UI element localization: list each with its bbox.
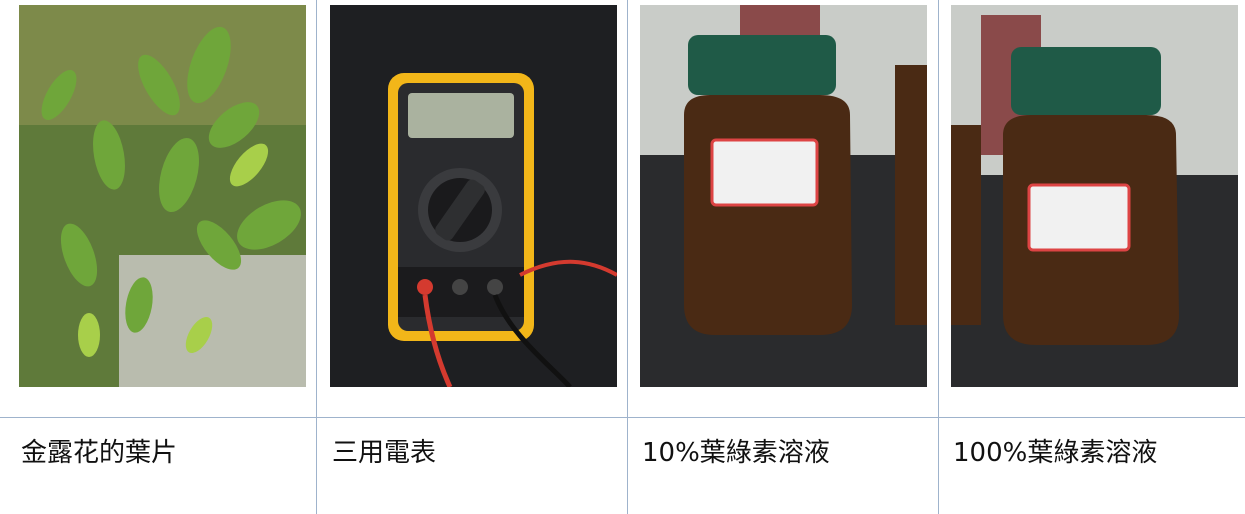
column-border [316, 0, 317, 514]
row-border [0, 417, 1245, 418]
caption: 三用電表 [332, 438, 437, 468]
caption: 金露花的葉片 [21, 438, 178, 468]
leaf-photo [19, 5, 306, 387]
caption: 100%葉綠素溶液 [953, 438, 1158, 468]
column-border [938, 0, 939, 514]
column-border [627, 0, 628, 514]
bottle-photo [951, 5, 1238, 387]
multimeter-photo [330, 5, 617, 387]
caption: 10%葉綠素溶液 [642, 438, 830, 468]
bottle-photo [640, 5, 927, 387]
